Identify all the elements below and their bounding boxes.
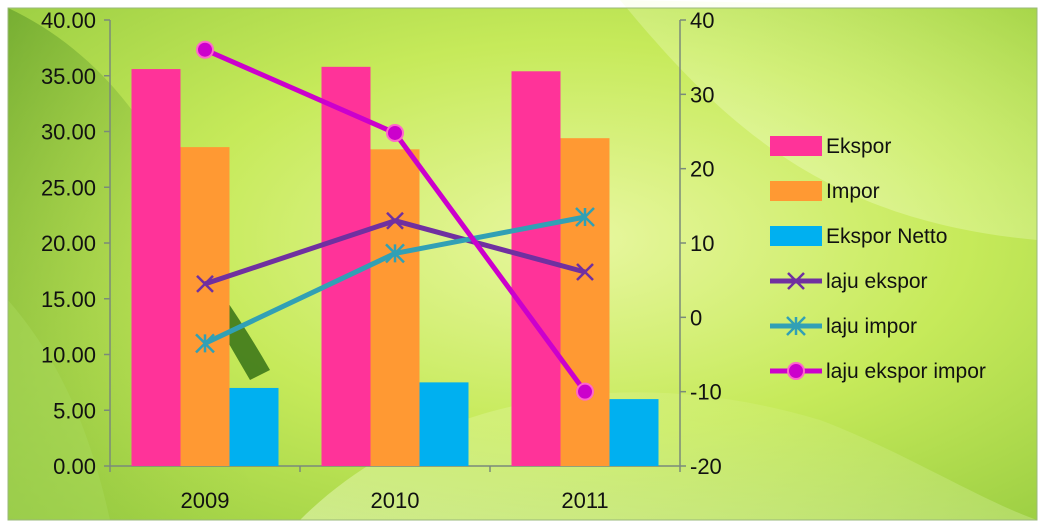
bar-ekspor-netto: [229, 387, 279, 466]
bar-ekspor: [511, 71, 561, 466]
point-laju-impor: [195, 333, 215, 354]
legend-label: Ekspor: [826, 135, 891, 158]
point-laju-ekspor: [196, 274, 214, 293]
legend-marker: [787, 272, 805, 290]
x-tick-label: 2010: [371, 488, 420, 513]
left-tick-label: 30.00: [41, 120, 96, 145]
legend: Ekspor Impor Ekspor Netto laju ekspor laju i…: [770, 135, 986, 383]
bar-impor: [560, 138, 610, 466]
bar-ekspor-netto: [609, 399, 659, 466]
right-tick-label: 40: [690, 8, 714, 33]
legend-swatch: [770, 226, 822, 246]
point-laju-ekspor-impor: [386, 123, 404, 142]
right-tick-label: -10: [690, 380, 722, 405]
legend-swatch: [770, 181, 822, 201]
left-tick-label: 0.00: [53, 454, 96, 479]
bar-impor: [180, 147, 230, 467]
line-series: [195, 40, 595, 401]
legend-label: laju impor: [826, 315, 917, 338]
right-tick-label: 10: [690, 231, 714, 256]
bar-ekspor-netto: [419, 382, 469, 466]
bar-series: [131, 66, 659, 467]
x-tick-label: 2009: [181, 488, 230, 513]
left-tick-label: 35.00: [41, 64, 96, 89]
left-tick-label: 15.00: [41, 287, 96, 312]
left-tick-label: 20.00: [41, 231, 96, 256]
right-tick-label: 0: [690, 305, 702, 330]
point-laju-impor: [575, 207, 595, 227]
legend-label: laju ekspor impor: [826, 360, 986, 383]
legend-marker: [787, 362, 805, 380]
bar-ekspor: [131, 69, 181, 466]
point-laju-ekspor-impor: [196, 40, 214, 59]
bar-impor: [370, 149, 420, 466]
legend-label: laju ekspor: [826, 270, 928, 293]
left-tick-label: 25.00: [41, 175, 96, 200]
left-tick-label: 5.00: [53, 398, 96, 423]
tick-labels: 0.00 5.00 10.00 15.00 20.00 25.00 30.00 35.00 40…: [41, 8, 722, 513]
x-tick-label: 2011: [561, 488, 608, 513]
point-laju-ekspor: [576, 263, 594, 281]
point-laju-ekspor: [386, 211, 404, 230]
point-laju-impor: [385, 243, 405, 264]
left-tick-label: 40.00: [41, 8, 96, 33]
legend-marker: [786, 316, 806, 336]
legend-swatch: [770, 136, 822, 156]
legend-label: Ekspor Netto: [826, 225, 947, 248]
point-laju-ekspor-impor: [576, 382, 594, 401]
right-tick-label: 30: [690, 82, 714, 107]
left-tick-label: 10.00: [41, 343, 96, 368]
right-tick-label: 20: [690, 157, 714, 182]
right-tick-label: -20: [690, 454, 722, 479]
legend-label: Impor: [826, 180, 880, 203]
